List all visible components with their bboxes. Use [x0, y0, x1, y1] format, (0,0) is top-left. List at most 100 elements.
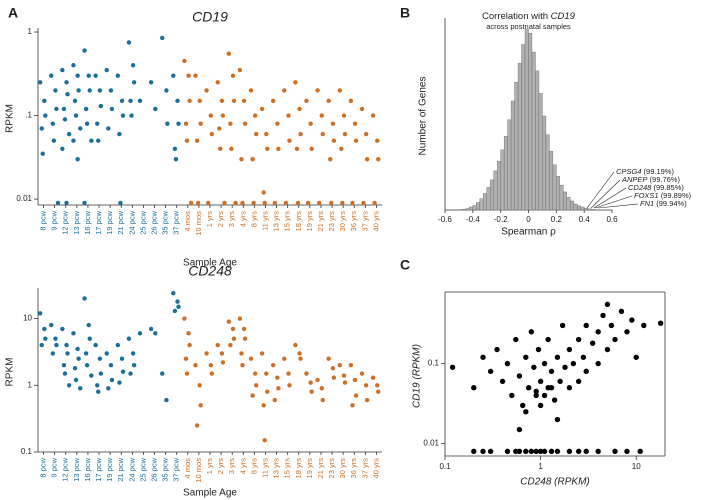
x-tick-label: 23 yrs: [327, 211, 336, 232]
x-tick-label: 10 mos: [194, 211, 203, 236]
x-tick-label: 8 yrs: [249, 458, 258, 475]
point: [86, 73, 91, 78]
point: [533, 448, 539, 455]
point: [137, 331, 143, 336]
point: [98, 371, 104, 376]
point: [215, 80, 220, 85]
point: [130, 351, 136, 356]
point: [72, 98, 78, 104]
bar: [496, 160, 501, 211]
bar: [476, 202, 480, 211]
point: [219, 98, 225, 104]
point: [222, 200, 227, 206]
point: [183, 356, 189, 361]
point: [283, 200, 289, 206]
panel-label: B: [400, 5, 410, 21]
point: [215, 342, 220, 348]
point: [37, 80, 43, 85]
point: [612, 336, 618, 343]
point: [172, 146, 178, 151]
x-tick-label: 12 pcw: [61, 210, 70, 234]
point: [554, 416, 561, 423]
x-tick-label: 1 yrs: [205, 458, 214, 475]
point: [242, 121, 248, 126]
point: [182, 316, 187, 321]
point: [315, 377, 320, 383]
point: [341, 373, 347, 378]
annotation: ANPEP (99.76%): [621, 175, 680, 184]
point: [276, 386, 281, 391]
point: [520, 402, 526, 409]
point: [40, 151, 45, 156]
point: [608, 322, 615, 329]
point: [93, 342, 98, 348]
point: [119, 98, 125, 104]
point: [131, 362, 137, 368]
x-tick-label: 40 yrs: [371, 211, 380, 232]
point: [39, 342, 44, 348]
point: [633, 354, 639, 360]
annotation-line: [598, 203, 639, 209]
x-tick-label: 26 pcw: [150, 210, 159, 234]
x-tick-label: 16 pcw: [83, 210, 92, 234]
point: [264, 371, 269, 376]
point: [183, 121, 189, 126]
point: [259, 351, 265, 356]
point: [533, 388, 539, 395]
point: [364, 397, 370, 403]
point: [261, 190, 266, 195]
point: [363, 131, 369, 137]
point: [559, 322, 566, 329]
annotation-gene: FN1: [640, 199, 654, 208]
point: [350, 403, 355, 408]
x-axis-label: Sample Age: [183, 258, 237, 269]
x-tick-label: 1: [538, 462, 543, 471]
y-axis-label: Number of Genes: [418, 77, 429, 156]
x-tick-label: 40 yrs: [371, 458, 380, 479]
x-tick-label: 21 yrs: [316, 458, 325, 479]
x-tick-label: 35 pcw: [161, 210, 170, 234]
point: [184, 371, 190, 376]
point: [487, 448, 494, 455]
x-tick-label: 23 yrs: [327, 458, 336, 479]
point: [375, 383, 380, 388]
point: [195, 200, 201, 206]
point: [82, 48, 87, 53]
point: [548, 448, 555, 455]
point: [89, 373, 94, 378]
point: [583, 322, 589, 329]
point: [43, 336, 48, 341]
point: [217, 126, 222, 131]
point: [231, 336, 237, 341]
bar: [570, 200, 574, 211]
bar: [580, 206, 585, 211]
bar: [573, 203, 578, 211]
title-text: Correlation with: [482, 11, 548, 22]
point: [595, 360, 601, 367]
point: [239, 157, 244, 162]
point: [49, 322, 54, 328]
point: [118, 200, 123, 206]
point: [328, 157, 333, 162]
point: [566, 448, 573, 455]
bar: [577, 205, 581, 211]
point: [449, 364, 456, 370]
bar: [493, 170, 498, 211]
x-tick-label: 17 pcw: [94, 210, 103, 234]
point: [657, 320, 664, 326]
point: [76, 88, 81, 93]
point: [165, 121, 170, 126]
point: [252, 371, 258, 376]
bar: [510, 100, 515, 211]
x-tick-label: 37 yrs: [360, 458, 369, 479]
point: [533, 392, 539, 399]
point: [50, 121, 56, 126]
annotation-gene: ANPEP: [621, 175, 647, 184]
point: [82, 200, 87, 206]
point: [282, 88, 287, 93]
point: [197, 383, 202, 388]
x-tick-label: 19 pcw: [105, 457, 114, 481]
point: [237, 316, 243, 321]
x-tick-label: 24 pcw: [127, 210, 136, 234]
point: [160, 35, 165, 41]
